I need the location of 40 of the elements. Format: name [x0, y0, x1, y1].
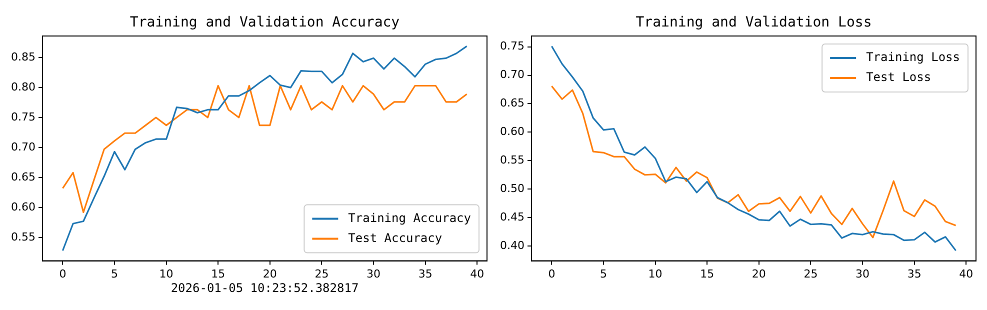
x-tick-label: 15 — [211, 267, 226, 280]
x-tick-label: 35 — [418, 267, 432, 280]
y-tick-label: 0.60 — [500, 125, 524, 138]
x-tick-label: 10 — [648, 267, 662, 280]
legend-label: Training Accuracy — [348, 210, 472, 225]
x-tick-label: 10 — [159, 267, 174, 280]
y-tick-label: 0.85 — [10, 50, 36, 64]
x-tick-label: 30 — [366, 267, 381, 280]
x-tick-label: 25 — [804, 267, 818, 280]
legend-label: Training Loss — [866, 50, 960, 64]
y-tick-label: 0.60 — [10, 200, 36, 214]
chart-title: Training and Validation Accuracy — [130, 14, 400, 31]
x-tick-label: 20 — [262, 267, 277, 280]
x-tick-label: 0 — [548, 267, 556, 280]
y-tick-label: 0.55 — [10, 230, 36, 244]
y-tick-label: 0.40 — [500, 238, 524, 252]
x-tick-label: 40 — [959, 267, 974, 280]
x-tick-label: 15 — [700, 267, 714, 280]
chart-title: Training and Validation Loss — [636, 14, 872, 31]
x-tick-label: 25 — [314, 267, 329, 280]
text: 2026-01-05 10:23:52.382817 — [170, 280, 359, 295]
x-tick-label: 5 — [111, 267, 118, 280]
legend-label: Test Loss — [866, 70, 932, 84]
y-tick-label: 0.55 — [500, 153, 524, 166]
y-tick-label: 0.70 — [10, 140, 36, 154]
x-tick-label: 35 — [907, 267, 922, 280]
y-tick-label: 0.75 — [10, 110, 36, 124]
y-tick-label: 0.65 — [10, 170, 36, 184]
x-tick-label: 20 — [752, 267, 766, 280]
legend-label: Test Accuracy — [348, 230, 442, 245]
x-tick-label: 30 — [856, 267, 870, 280]
x-tick-label: 0 — [59, 267, 66, 280]
x-tick-label: 5 — [600, 267, 608, 280]
y-tick-label: 0.50 — [500, 182, 524, 195]
y-tick-label: 0.80 — [10, 80, 36, 94]
y-tick-label: 0.45 — [500, 210, 524, 224]
y-tick-label: 0.75 — [500, 40, 524, 53]
y-tick-label: 0.65 — [500, 96, 524, 110]
x-tick-label: 40 — [470, 267, 484, 280]
y-tick-label: 0.70 — [500, 68, 524, 82]
